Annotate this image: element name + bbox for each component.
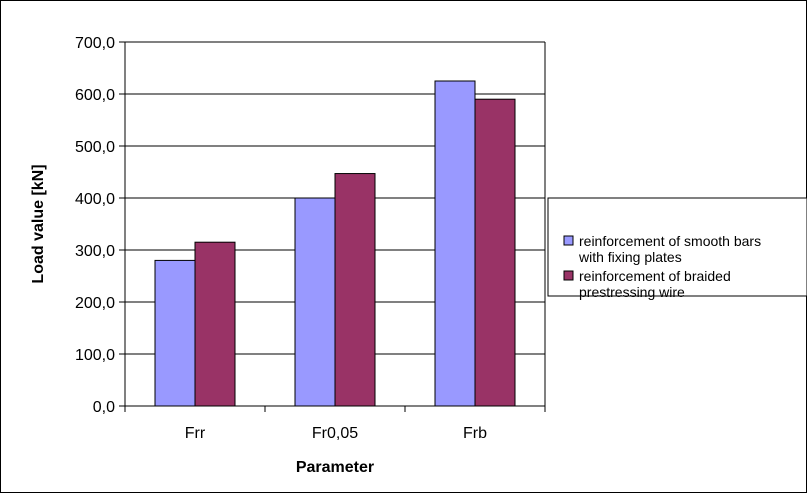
y-tick-label: 200,0 (75, 295, 115, 312)
legend-swatch-series-1 (563, 235, 574, 246)
legend-swatch-series-2 (563, 270, 574, 281)
legend-box (547, 197, 807, 297)
bar-series-2-Fr0,05 (334, 173, 376, 407)
y-tick-label: 700,0 (75, 35, 115, 52)
x-tick-label: Fr0,05 (312, 425, 358, 442)
x-tick-label: Frr (185, 425, 206, 442)
x-tick-label: Frb (463, 425, 487, 442)
bar-series-1-Fr0,05 (294, 197, 336, 407)
bars (154, 80, 516, 407)
legend-label-series-2-line-1: reinforcement of braided (579, 268, 731, 284)
axes (119, 41, 546, 412)
y-tick-label: 100,0 (75, 347, 115, 364)
y-axis-title: Load value [kN] (30, 164, 47, 283)
legend-label-series-2-line-2: prestressing wire (579, 284, 685, 300)
y-tick-labels: 0,0 100,0 200,0 300,0 400,0 500,0 600,0 700,0 (75, 35, 115, 416)
legend: reinforcement of smooth bars with fixing… (547, 197, 807, 300)
y-tick-label: 600,0 (75, 87, 115, 104)
bar-series-1-Frr (154, 259, 196, 407)
y-tick-label: 500,0 (75, 139, 115, 156)
legend-label-series-1-line-1: reinforcement of smooth bars (579, 233, 761, 249)
bar-series-2-Frb (474, 98, 516, 407)
y-tick-label: 300,0 (75, 243, 115, 260)
x-tick-labels: Frr Fr0,05 Frb (185, 425, 487, 442)
y-tick-label: 0,0 (93, 399, 115, 416)
bar-series-1-Frb (434, 80, 476, 407)
y-tick-label: 400,0 (75, 191, 115, 208)
bar-series-2-Frr (194, 241, 236, 407)
legend-label-series-1-line-2: with fixing plates (578, 249, 682, 265)
x-axis-title: Parameter (296, 459, 374, 476)
